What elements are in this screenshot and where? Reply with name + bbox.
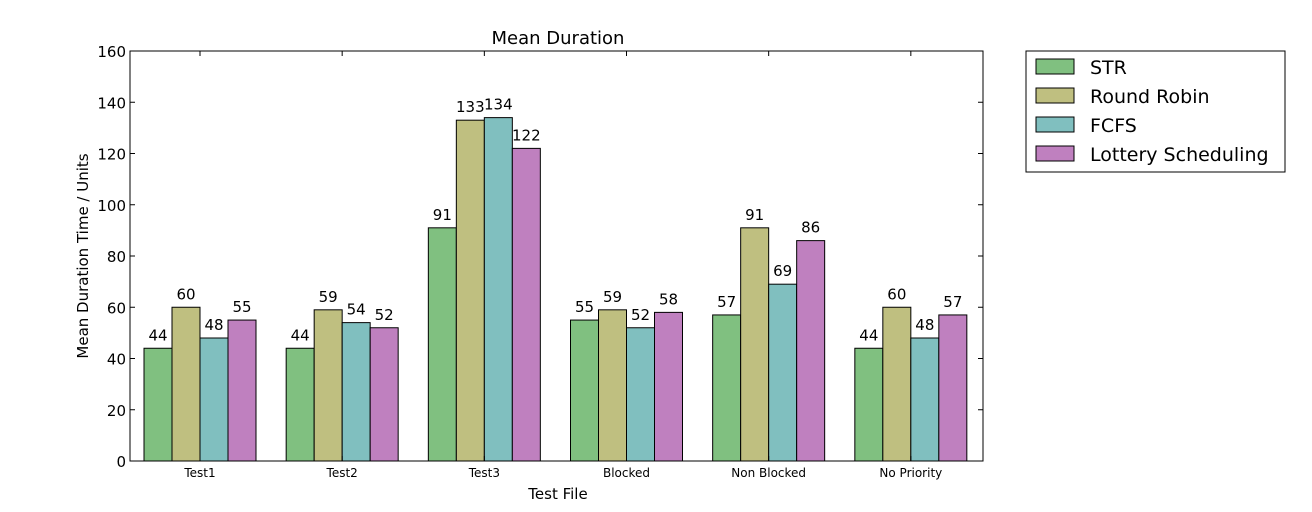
y-tick-label: 140 [97,94,126,112]
data-label: 54 [347,301,366,319]
data-label: 44 [148,326,167,344]
data-label: 91 [433,206,452,224]
bar-lottery-scheduling-0 [227,319,257,462]
bar-fcfs-2 [483,117,513,462]
x-axis: Test1 Test2 Test3 Blocked Non Blocked No Prio… [183,51,942,480]
data-label: 44 [291,326,310,344]
bars-layer [143,117,968,462]
bar-round-robin-4 [740,227,770,462]
data-label: 55 [575,298,594,316]
bar-fcfs-1 [341,322,371,462]
bar-lottery-scheduling-5 [938,314,968,462]
data-label: 52 [375,306,394,324]
x-tick-label: Test1 [183,466,215,480]
bar-fcfs-4 [768,283,798,462]
plot-frame [129,50,984,462]
bar-lottery-scheduling-1 [369,327,399,462]
y-tick-label: 80 [107,248,126,266]
bar-lottery-scheduling-2 [511,147,541,462]
bar-round-robin-0 [171,306,201,462]
data-label: 55 [232,298,251,316]
x-axis-label: Test File [527,485,587,503]
data-label: 60 [887,285,906,303]
legend-swatch-str [1035,58,1075,75]
bar-lottery-scheduling-4 [796,240,826,462]
y-tick-label: 0 [116,453,126,471]
data-label: 134 [484,96,513,114]
y-tick-label: 40 [107,351,126,369]
legend-swatch-fcfs [1035,116,1075,133]
data-label: 57 [943,293,962,311]
bar-str-5 [854,347,884,462]
legend-label: STR [1090,57,1127,79]
bar-round-robin-5 [882,306,912,462]
plot-area [129,50,984,462]
bar-str-3 [570,319,599,462]
bar-str-2 [427,227,457,462]
y-tick-label: 60 [107,299,126,317]
data-label: 58 [659,290,678,308]
data-label: 48 [915,316,934,334]
data-label: 122 [512,126,541,144]
legend-label: FCFS [1090,115,1137,137]
bar-lottery-scheduling-3 [654,311,683,462]
data-label: 52 [631,306,650,324]
x-tick-label: No Priority [879,466,942,480]
data-label: 60 [176,285,195,303]
bar-round-robin-1 [313,309,343,462]
legend-swatch-lottery-scheduling [1035,145,1075,162]
legend-label: Lottery Scheduling [1090,144,1269,166]
x-tick-label: Non Blocked [731,466,806,480]
y-tick-label: 20 [107,402,126,420]
x-tick-label: Blocked [603,466,650,480]
legend-swatch-round-robin [1035,87,1075,104]
bar-str-0 [143,347,173,462]
y-tick-label: 160 [97,43,126,61]
bar-fcfs-5 [910,337,940,462]
legend-label: Round Robin [1090,86,1210,108]
data-label: 57 [717,293,736,311]
data-label: 86 [801,219,820,237]
chart-title: Mean Duration [492,28,625,49]
y-tick-label: 120 [97,146,126,164]
bar-round-robin-3 [598,309,627,462]
bar-str-1 [285,347,315,462]
legend: STR Round Robin FCFS Lottery Scheduling [1025,50,1286,173]
y-axis: 0 20 40 60 80 100 120 140 160 [97,43,983,471]
data-label: 59 [603,288,622,306]
data-label: 44 [859,326,878,344]
bar-round-robin-2 [455,119,485,462]
bar-fcfs-3 [626,327,655,462]
data-label: 48 [204,316,223,334]
data-label: 133 [456,98,485,116]
data-label: 59 [319,288,338,306]
y-tick-label: 100 [97,197,126,215]
data-label: 69 [773,262,792,280]
y-axis-label: Mean Duration Time / Units [74,153,92,358]
bar-str-4 [712,314,742,462]
data-labels-layer: 44 60 48 55 44 59 54 52 91 133 134 122 55 59 52 58 57 91 6… [148,96,962,345]
x-tick-label: Test3 [468,466,500,480]
data-label: 91 [745,206,764,224]
x-tick-label: Test2 [326,466,358,480]
bar-fcfs-0 [199,337,229,462]
